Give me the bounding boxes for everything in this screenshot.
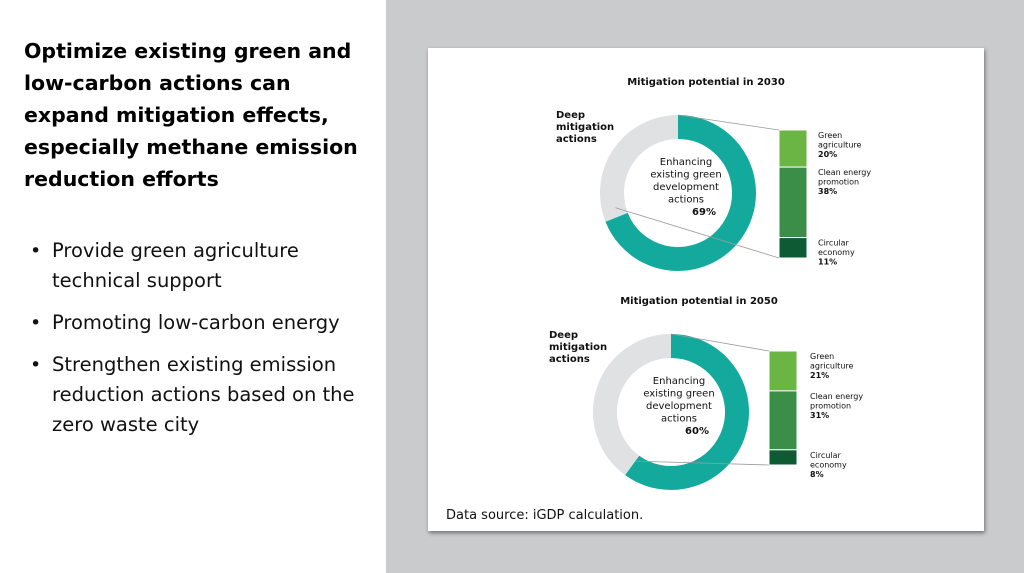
breakdown-bar-segment <box>768 449 798 466</box>
connector-line <box>635 460 770 466</box>
chart-figure: Mitigation potential in 2030 Enhancing exi… <box>428 48 984 531</box>
center-label: development <box>646 401 712 412</box>
deep-mitigation-label: actions <box>549 354 590 365</box>
breakdown-value-label: 8% <box>810 470 824 479</box>
breakdown-value-label: 11% <box>818 258 837 267</box>
bullet-text: Promoting low-carbon energy <box>52 311 340 334</box>
donut-slice-enhancing-actions <box>625 334 749 490</box>
bullet-dot-icon: • <box>30 240 42 262</box>
bullet-dot-icon: • <box>30 354 42 376</box>
breakdown-label: agriculture <box>818 141 862 150</box>
breakdown-label: promotion <box>818 178 859 187</box>
center-label: Enhancing <box>653 376 705 387</box>
breakdown-bar-segment <box>778 237 808 259</box>
connector-line <box>615 207 780 259</box>
deep-mitigation-label: mitigation <box>549 342 607 353</box>
center-label: existing green <box>643 389 714 400</box>
donut-slice-deep-mitigation <box>593 334 672 476</box>
breakdown-label: promotion <box>810 401 851 410</box>
breakdown-label: agriculture <box>810 362 854 371</box>
breakdown-label: Green <box>810 352 834 361</box>
deep-mitigation-label: mitigation <box>556 122 614 133</box>
chart-title: Mitigation potential in 2030 <box>627 77 785 88</box>
breakdown-label: Circular <box>818 239 850 248</box>
chart-title: Mitigation potential in 2050 <box>620 296 778 307</box>
slide-headline: Optimize existing green and low-carbon a… <box>24 39 358 191</box>
breakdown-value-label: 31% <box>810 411 829 420</box>
bullet-dot-icon: • <box>30 312 42 334</box>
breakdown-label: Green <box>818 131 842 140</box>
donut-slice-enhancing-actions <box>605 115 756 271</box>
bullet-item: • Provide green agriculture technical sup… <box>24 236 364 296</box>
breakdown-label: economy <box>810 460 847 469</box>
bullet-item: • Strengthen existing emission reduction … <box>24 350 364 440</box>
breakdown-bar-segment <box>768 390 798 451</box>
breakdown-label: economy <box>818 248 855 257</box>
center-label: actions <box>661 414 697 425</box>
deep-mitigation-label: Deep <box>549 330 578 341</box>
donut-charts: Mitigation potential in 2030 Enhancing exi… <box>549 77 871 490</box>
breakdown-value-label: 21% <box>810 371 829 380</box>
donut-slice-deep-mitigation <box>600 115 679 222</box>
breakdown-label: Clean energy <box>818 168 871 177</box>
text-panel: Optimize existing green and low-carbon a… <box>0 0 386 573</box>
breakdown-label: Circular <box>810 451 842 460</box>
breakdown-bar-segment <box>778 166 808 239</box>
center-value-label: 69% <box>692 207 716 218</box>
center-label: development <box>653 182 719 193</box>
center-label: existing green <box>650 170 721 181</box>
breakdown-value-label: 38% <box>818 187 837 196</box>
deep-mitigation-label: actions <box>556 134 597 145</box>
data-source-note: Data source: iGDP calculation. <box>446 508 644 523</box>
bullet-list: • Provide green agriculture technical sup… <box>24 236 364 452</box>
connector-line <box>670 333 770 352</box>
breakdown-bar-segment <box>768 350 798 392</box>
breakdown-value-label: 20% <box>818 150 837 159</box>
deep-mitigation-label: Deep <box>556 110 585 121</box>
connector-line <box>677 114 780 131</box>
breakdown-label: Clean energy <box>810 392 863 401</box>
center-label: actions <box>668 195 704 206</box>
bullet-text: Strengthen existing emission reduction a… <box>52 353 355 436</box>
center-label: Enhancing <box>660 157 712 168</box>
center-value-label: 60% <box>685 426 709 437</box>
bullet-text: Provide green agriculture technical supp… <box>52 239 299 292</box>
bullet-item: • Promoting low-carbon energy <box>24 308 364 338</box>
breakdown-bar-segment <box>778 129 808 168</box>
